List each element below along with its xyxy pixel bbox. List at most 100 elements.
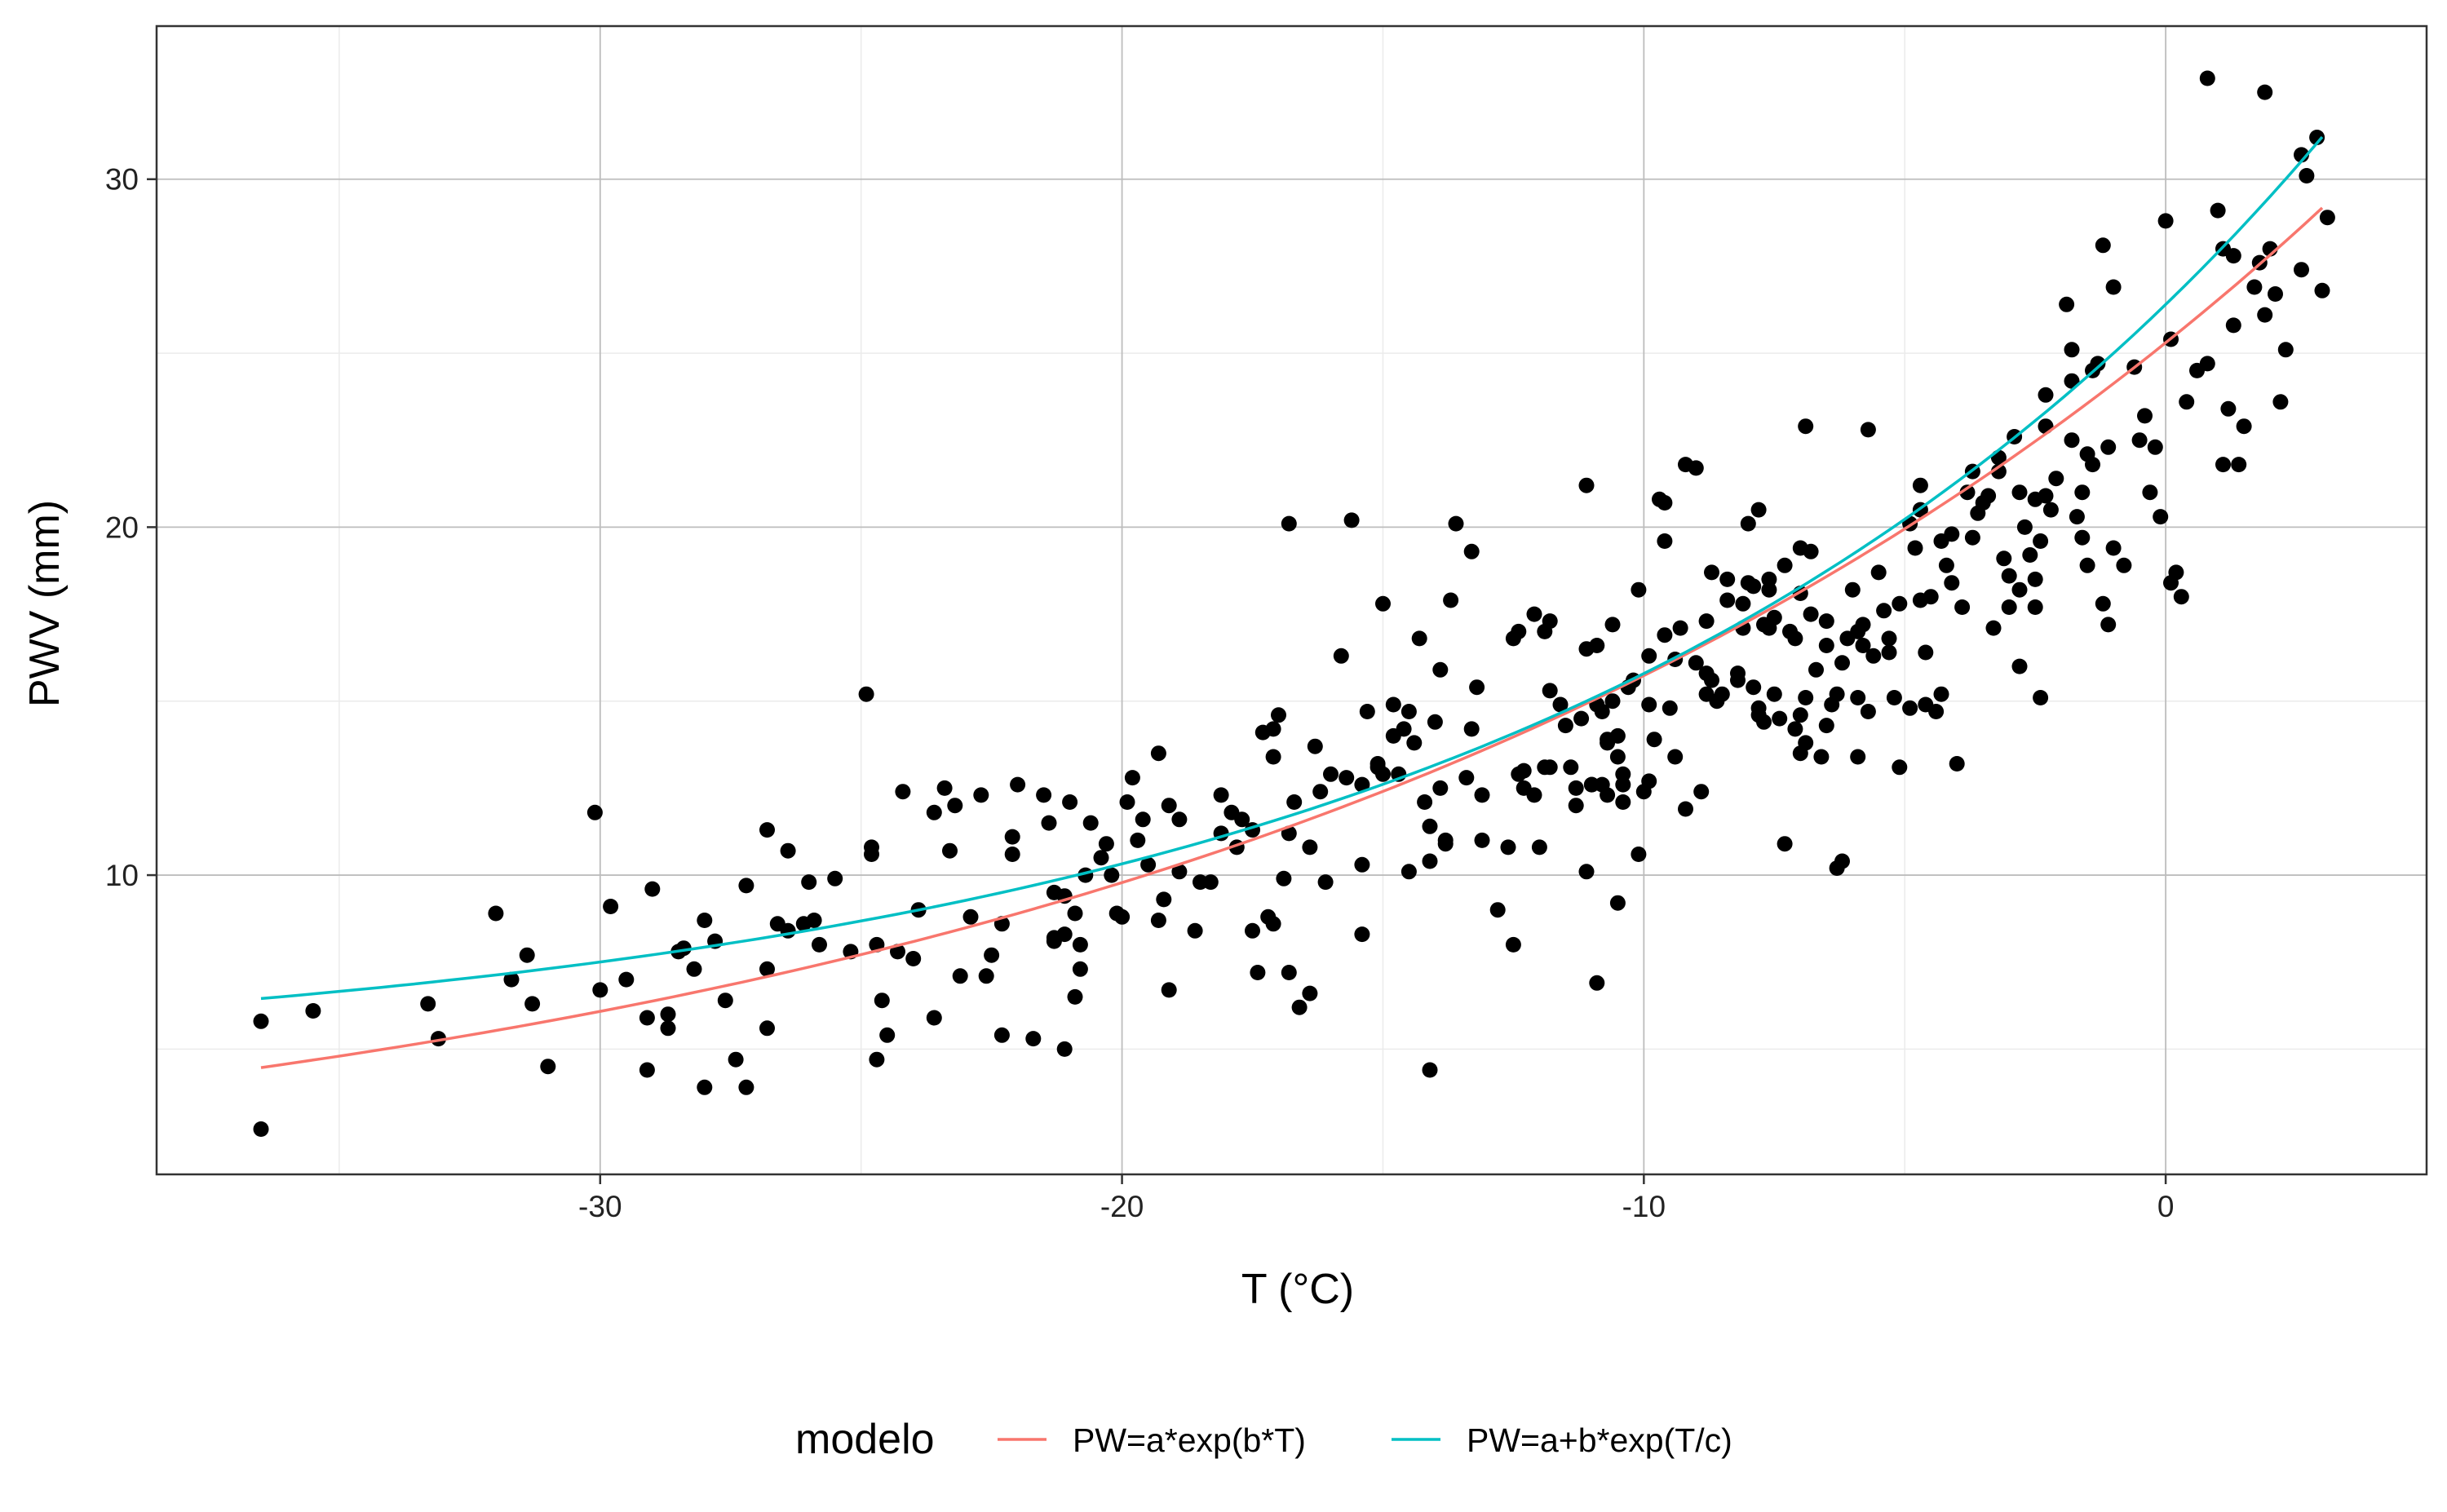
data-point [1604, 617, 1621, 633]
data-point [1552, 696, 1569, 713]
data-point [1985, 620, 2002, 636]
y-axis-title: PWV (mm) [21, 500, 69, 707]
data-point [1594, 704, 1610, 719]
data-point [2246, 279, 2263, 295]
data-point [2064, 432, 2080, 449]
data-point [1578, 864, 1595, 880]
data-point [1609, 895, 1626, 911]
data-point [1171, 864, 1188, 880]
data-point [2277, 342, 2294, 358]
data-point [1400, 704, 1417, 719]
data-point [926, 804, 942, 820]
y-axis-ticks: 10 20 30 [105, 163, 157, 892]
data-point [874, 993, 890, 1009]
data-point [1245, 922, 1260, 939]
data-point [1803, 543, 1819, 559]
data-point [1333, 648, 1349, 664]
data-point [1098, 836, 1114, 852]
y-tick-label: 20 [105, 511, 139, 544]
data-point [2153, 509, 2169, 525]
data-point [2314, 282, 2330, 298]
data-point [1657, 495, 1673, 511]
data-point [1615, 794, 1631, 810]
data-point [2069, 509, 2085, 525]
data-point [1291, 999, 1308, 1015]
data-point [1578, 477, 1595, 493]
data-point [1432, 661, 1449, 678]
data-point [1417, 794, 1433, 810]
data-point [858, 686, 874, 702]
data-point [812, 936, 827, 953]
data-point [1933, 686, 1949, 702]
fit-curves [260, 135, 2324, 1069]
data-point [1761, 571, 1777, 587]
data-point [2033, 690, 2049, 705]
data-point [519, 947, 535, 963]
data-point [1385, 696, 1401, 713]
data-point [1563, 759, 1579, 776]
data-point [1406, 735, 1423, 751]
data-point [660, 1020, 676, 1037]
data-point [717, 993, 733, 1009]
data-point [1531, 839, 1547, 855]
data-point [1688, 655, 1704, 671]
data-point [1568, 798, 1584, 814]
data-point [2011, 658, 2028, 674]
data-point [1135, 811, 1151, 828]
data-point [1463, 721, 1480, 737]
data-point [1829, 686, 1845, 702]
data-point [1489, 902, 1506, 918]
data-point [2100, 617, 2117, 633]
data-point [1469, 679, 1485, 696]
data-point [879, 1027, 896, 1043]
data-point [1411, 630, 1427, 647]
data-point [1704, 564, 1719, 581]
data-point [2272, 394, 2289, 410]
data-point [1396, 721, 1412, 737]
data-point [1787, 721, 1803, 737]
data-point [1834, 655, 1850, 671]
data-point [1265, 916, 1281, 932]
data-point [2033, 533, 2049, 549]
data-point [1474, 832, 1490, 848]
data-point [1928, 704, 1945, 719]
data-point [1944, 526, 1960, 542]
data-point [1062, 794, 1078, 810]
data-point [2090, 356, 2106, 372]
data-point [1881, 630, 1897, 647]
data-point [1276, 870, 1292, 886]
data-point [1881, 644, 1897, 661]
data-point [1400, 864, 1417, 880]
data-point [1949, 756, 1965, 771]
data-point [1323, 766, 1339, 782]
data-point [592, 982, 608, 998]
data-point [895, 784, 911, 800]
data-point [1892, 759, 1908, 776]
data-point [1072, 961, 1088, 977]
data-point [639, 1010, 655, 1026]
data-point [905, 951, 922, 966]
data-point [1542, 759, 1558, 776]
fit-curve-0 [260, 206, 2324, 1069]
data-point [1798, 690, 1814, 705]
data-point [1354, 926, 1370, 943]
data-point [2257, 307, 2273, 323]
data-point [1938, 557, 1954, 573]
data-point [1798, 735, 1814, 751]
data-point [738, 878, 754, 894]
data-point [2309, 130, 2325, 145]
data-point [1093, 850, 1109, 866]
data-point [420, 996, 436, 1012]
data-point [1844, 581, 1861, 598]
data-point [1604, 693, 1621, 710]
data-point [1855, 617, 1871, 633]
data-point [1798, 418, 1814, 435]
data-point [1354, 776, 1370, 793]
plot-panel-border [155, 24, 2428, 1176]
data-point [2179, 394, 2195, 410]
data-point [2199, 70, 2215, 86]
x-axis-ticks: -30 -20 -10 0 [578, 1174, 2174, 1223]
data-point [1662, 700, 1678, 716]
data-point [1641, 696, 1657, 713]
